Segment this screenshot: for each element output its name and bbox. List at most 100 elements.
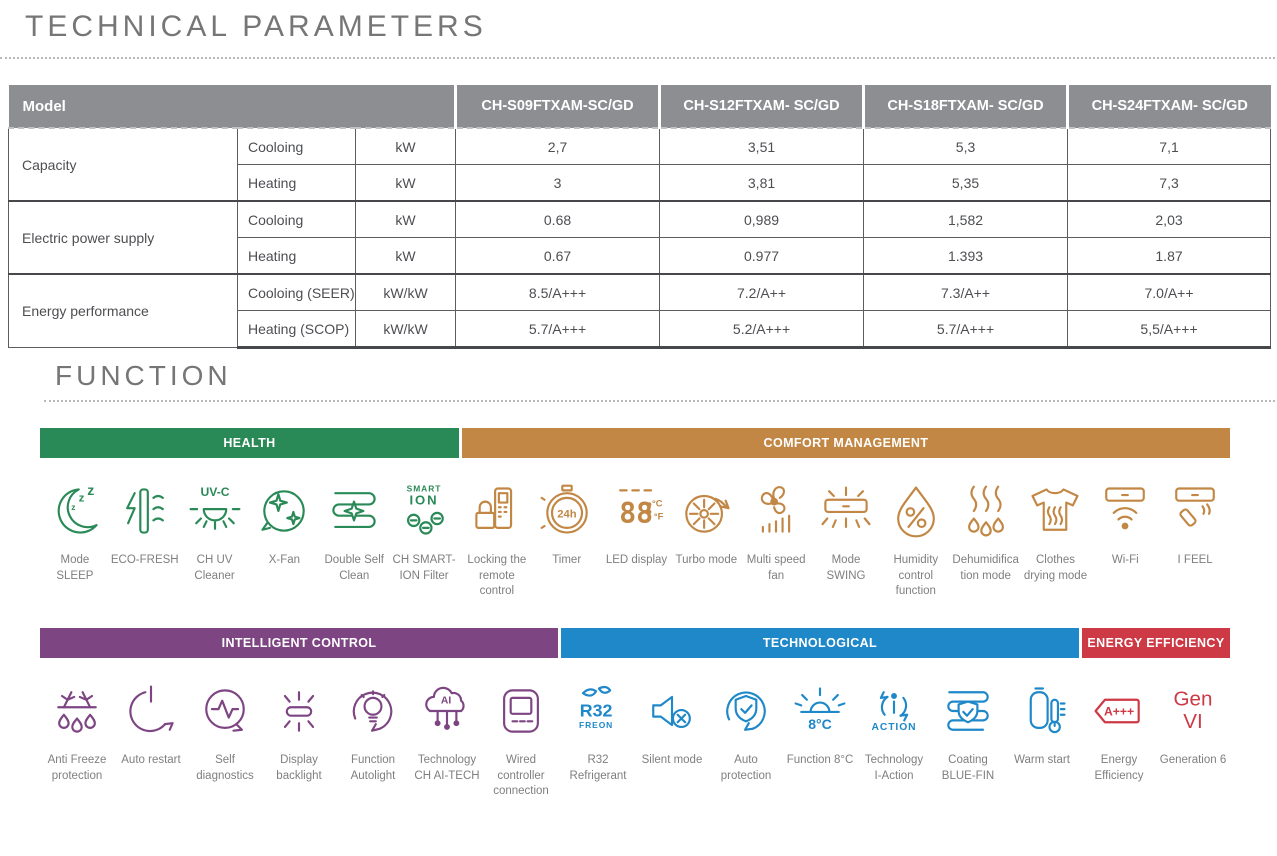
warm-start-icon xyxy=(1012,676,1072,746)
model-header-cell: Model xyxy=(8,85,456,129)
model-column-header: CH-S18FTXAM- SC/GD xyxy=(862,85,1068,129)
divider xyxy=(44,400,1275,402)
value-cell: 3,81 xyxy=(659,164,865,202)
svg-text:z: z xyxy=(71,502,75,512)
function-label: Auto restart xyxy=(121,754,181,766)
category-bar-row: HEALTH COMFORT MANAGEMENT xyxy=(40,428,1230,458)
svg-text:ACTION: ACTION xyxy=(871,722,916,733)
function-item-ch-uv-cleaner: UV-C CH UV Cleaner xyxy=(180,476,250,584)
row-group-label: Energy performance xyxy=(8,273,238,348)
svg-text:A+++: A+++ xyxy=(1104,705,1134,719)
icon-group-technological: R32 FREON R32 Refrigerant Silent mode Auto p… xyxy=(561,676,1079,784)
row-group-label: Capacity xyxy=(8,127,238,202)
auto-restart-icon xyxy=(121,676,181,746)
svg-text:FREON: FREON xyxy=(579,720,613,730)
r32-freon-icon: R32 FREON xyxy=(568,676,628,746)
function-label: Anti Freeze protection xyxy=(47,754,107,782)
function-item-ch-smart-ion-filter: SMART ION CH SMART-ION Filter xyxy=(389,476,459,584)
model-column-header: CH-S24FTXAM- SC/GD xyxy=(1066,85,1271,129)
svg-text:AI: AI xyxy=(441,696,451,707)
technical-parameters-table: Model CH-S09FTXAM-SC/GD CH-S12FTXAM- SC/GD… xyxy=(8,85,1272,349)
category-bar-label: COMFORT MANAGEMENT xyxy=(763,436,929,450)
turbo-fan-icon xyxy=(676,476,736,546)
category-bar-label: HEALTH xyxy=(223,436,276,450)
function-label: Coating BLUE-FIN xyxy=(941,754,995,782)
function-label: Self diagnostics xyxy=(196,754,254,782)
svg-text:°F: °F xyxy=(653,511,663,521)
function-label: Generation 6 xyxy=(1159,754,1227,766)
function-item-mode-swing: Mode SWING xyxy=(811,476,881,600)
function-item-multi-speed-fan: Multi speed fan xyxy=(741,476,811,600)
param-cell: Cooloing (SEER) xyxy=(237,273,356,311)
function-label: Wired controller connection xyxy=(493,754,549,798)
function-item-x-fan: X-Fan xyxy=(249,476,319,584)
function-label: Technology CH AI-TECH xyxy=(414,754,480,782)
value-cell: 1,582 xyxy=(863,200,1069,238)
param-cell: Heating xyxy=(237,237,356,275)
table-row: Heating (SCOP) kW/kW 5.7/A+++ 5.2/A+++ 5.7/A… xyxy=(9,310,1272,349)
unit-cell: kW xyxy=(354,200,457,238)
category-bar-energy-efficiency: ENERGY EFFICIENCY xyxy=(1082,628,1230,658)
remote-lock-icon xyxy=(467,476,527,546)
function-label: Energy Efficiency xyxy=(1094,754,1144,782)
table-row: Capacity Cooloing kW 2,7 3,51 5,3 7,1 xyxy=(8,127,1272,202)
function-item-eco-fresh: ECO-FRESH xyxy=(110,476,180,584)
wired-controller-icon xyxy=(491,676,551,746)
swing-icon xyxy=(816,476,876,546)
function-label: Humidity control function xyxy=(893,554,939,598)
function-item-auto-protection: Auto protection xyxy=(709,676,783,784)
function-item-locking-the-remote-control: Locking the remote control xyxy=(462,476,532,600)
led-display-icon: 88 °C °F xyxy=(607,476,667,546)
function-label: Mode SLEEP xyxy=(56,554,94,582)
function-item-generation-6: Gen VI Generation 6 xyxy=(1156,676,1230,784)
function-label: I FEEL xyxy=(1177,554,1213,566)
uv-lamp-icon: UV-C xyxy=(185,476,245,546)
value-cell: 0,989 xyxy=(659,200,865,238)
i-action-icon: ACTION xyxy=(864,676,924,746)
value-cell: 7.3/A++ xyxy=(863,273,1069,311)
unit-cell: kW xyxy=(354,237,457,275)
i-feel-icon xyxy=(1165,476,1225,546)
model-column-header: CH-S09FTXAM-SC/GD xyxy=(454,85,660,129)
auto-protection-icon xyxy=(716,676,776,746)
ai-tech-icon: AI xyxy=(417,676,477,746)
function-item-auto-restart: Auto restart xyxy=(114,676,188,800)
value-cell: 1.87 xyxy=(1067,237,1272,275)
multi-speed-fan-icon xyxy=(746,476,806,546)
value-cell: 0.977 xyxy=(659,237,865,275)
param-cell: Cooloing xyxy=(237,200,356,238)
category-bar-technological: TECHNOLOGICAL xyxy=(561,628,1079,658)
display-backlight-icon xyxy=(269,676,329,746)
double-self-clean-icon xyxy=(324,476,384,546)
svg-text:SMART: SMART xyxy=(407,483,442,493)
function-label: Function 8°C xyxy=(786,754,854,766)
gen-vi-icon: Gen VI xyxy=(1163,676,1223,746)
function-item-anti-freeze-protection: Anti Freeze protection xyxy=(40,676,114,800)
function-label: Silent mode xyxy=(641,754,703,766)
table-row: Energy performance Cooloing (SEER) kW/kW 8.… xyxy=(8,273,1272,348)
wifi-icon xyxy=(1095,476,1155,546)
function-item-function-autolight: Function Autolight xyxy=(336,676,410,800)
table-row: Heating kW 3 3,81 5,35 7,3 xyxy=(9,164,1272,202)
function-item-r32-refrigerant: R32 FREON R32 Refrigerant xyxy=(561,676,635,784)
table-header-row: Model CH-S09FTXAM-SC/GD CH-S12FTXAM- SC/GD… xyxy=(8,85,1271,129)
category-bar-label: TECHNOLOGICAL xyxy=(762,636,878,650)
value-cell: 2,03 xyxy=(1067,200,1272,238)
unit-cell: kW/kW xyxy=(354,273,457,311)
function-item-energy-efficiency: A+++ Energy Efficiency xyxy=(1082,676,1156,784)
value-cell: 2,7 xyxy=(455,127,661,165)
function-item-silent-mode: Silent mode xyxy=(635,676,709,784)
function-label: R32 Refrigerant xyxy=(569,754,627,782)
function-item-technology-ch-ai-tech: AI Technology CH AI-TECH xyxy=(410,676,484,800)
function-label: Display backlight xyxy=(276,754,322,782)
function-icon-row: Anti Freeze protection Auto restart Self d… xyxy=(40,658,1230,828)
function-label: Timer xyxy=(552,554,582,566)
category-bar-row: INTELLIGENT CONTROL TECHNOLOGICAL ENERGY E… xyxy=(40,628,1230,658)
param-cell: Cooloing xyxy=(237,127,356,165)
function-item-timer: 24h Timer xyxy=(532,476,602,600)
value-cell: 5.7/A+++ xyxy=(863,310,1069,349)
function-item-display-backlight: Display backlight xyxy=(262,676,336,800)
function-label: Mode SWING xyxy=(826,554,866,582)
function-8c-icon: 8°C xyxy=(790,676,850,746)
